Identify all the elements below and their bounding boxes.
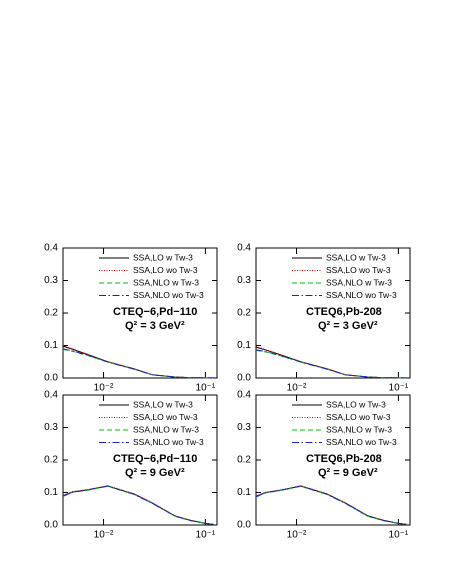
y-tick-label: 0.3 [237, 422, 251, 433]
series-line [62, 485, 214, 525]
legend-label: SSA,NLO w Tw-3 [133, 277, 199, 287]
series-line [62, 485, 214, 525]
series-line [62, 345, 214, 379]
y-tick-label: 0.4 [237, 390, 251, 401]
legend-label: SSA,LO w Tw-3 [133, 252, 193, 262]
legend-label: SSA,NLO wo Tw-3 [133, 437, 204, 447]
x-tick-label: 10⁻¹ [196, 383, 216, 394]
annotation: CTEQ6,Pb-208 [306, 306, 382, 318]
y-tick-label: 0.2 [44, 455, 58, 466]
y-tick-label: 0.1 [44, 487, 58, 498]
annotation: Q² = 9 GeV² [125, 467, 185, 479]
series-line [255, 485, 407, 525]
legend-label: SSA,NLO wo Tw-3 [326, 290, 397, 300]
series-line [255, 485, 407, 525]
y-tick-label: 0.0 [237, 373, 251, 384]
legend-label: SSA,LO wo Tw-3 [133, 412, 198, 422]
y-tick-label: 0.2 [237, 308, 251, 319]
y-tick-label: 0.3 [237, 275, 251, 286]
y-tick-label: 0.0 [44, 373, 58, 384]
x-tick-label: 10⁻¹ [389, 383, 409, 394]
y-tick-label: 0.4 [44, 243, 58, 254]
x-tick-label: 10⁻² [94, 383, 114, 394]
legend-label: SSA,LO w Tw-3 [133, 399, 193, 409]
y-tick-label: 0.3 [44, 422, 58, 433]
series-line [255, 346, 407, 379]
legend-label: SSA,LO w Tw-3 [326, 252, 386, 262]
y-tick-label: 0.0 [237, 520, 251, 531]
y-tick-label: 0.2 [237, 455, 251, 466]
y-tick-label: 0.2 [44, 308, 58, 319]
y-tick-label: 0.3 [44, 275, 58, 286]
y-tick-label: 0.1 [237, 487, 251, 498]
y-tick-label: 0.4 [237, 243, 251, 254]
y-tick-label: 0.0 [44, 520, 58, 531]
x-tick-label: 10⁻² [94, 530, 114, 541]
annotation: Q² = 3 GeV² [125, 320, 185, 332]
annotation: Q² = 9 GeV² [318, 467, 378, 479]
legend-label: SSA,LO wo Tw-3 [133, 265, 198, 275]
legend-label: SSA,LO wo Tw-3 [326, 412, 391, 422]
legend-label: SSA,LO w Tw-3 [326, 399, 386, 409]
legend-label: SSA,LO wo Tw-3 [326, 265, 391, 275]
series-line [62, 345, 214, 379]
series-line [255, 346, 407, 379]
y-tick-label: 0.1 [44, 340, 58, 351]
annotation: CTEQ−6,Pd−110 [113, 306, 197, 318]
y-tick-label: 0.4 [44, 390, 58, 401]
annotation: Q² = 3 GeV² [318, 320, 378, 332]
series-line [255, 485, 407, 525]
annotation: CTEQ6,Pb-208 [306, 453, 382, 465]
series-line [255, 485, 407, 525]
legend-label: SSA,NLO wo Tw-3 [326, 437, 397, 447]
x-tick-label: 10⁻² [287, 383, 307, 394]
series-line [62, 348, 214, 379]
annotation: CTEQ−6,Pd−110 [113, 453, 197, 465]
series-line [255, 349, 407, 379]
series-line [62, 485, 214, 525]
x-tick-label: 10⁻¹ [389, 530, 409, 541]
legend-label: SSA,NLO wo Tw-3 [133, 290, 204, 300]
x-tick-label: 10⁻² [287, 530, 307, 541]
series-line [62, 485, 214, 525]
legend-label: SSA,NLO w Tw-3 [326, 424, 392, 434]
legend-label: SSA,NLO w Tw-3 [133, 424, 199, 434]
x-tick-label: 10⁻¹ [196, 530, 216, 541]
legend-label: SSA,NLO w Tw-3 [326, 277, 392, 287]
y-tick-label: 0.1 [237, 340, 251, 351]
